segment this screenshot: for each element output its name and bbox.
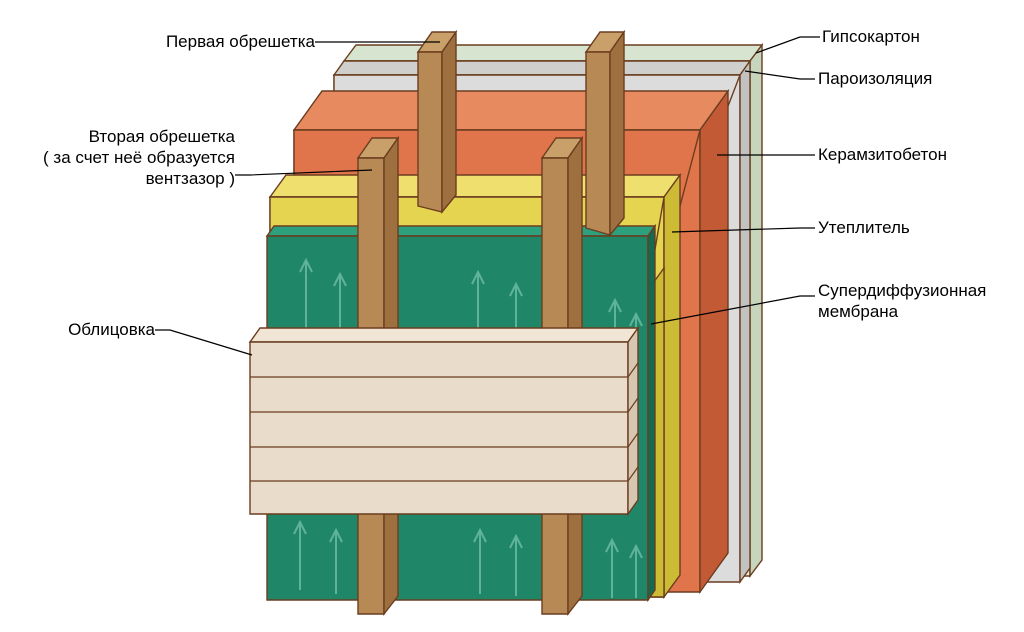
insul-side (664, 175, 680, 597)
cladding-side (628, 328, 638, 514)
layer-cladding (250, 328, 638, 514)
concrete-top (294, 91, 728, 130)
label-membrane-1: Супердиффузионная (818, 281, 986, 300)
cladding-top (250, 328, 638, 342)
label-second-batten-3: вентзазор ) (146, 169, 235, 188)
label-membrane-2: мембрана (818, 302, 899, 321)
label-first-batten: Первая обрешетка (166, 32, 316, 51)
label-vapor: Пароизоляция (818, 69, 932, 88)
drywall-side (750, 45, 762, 576)
label-second-batten-1: Вторая обрешетка (89, 127, 236, 146)
label-drywall: Гипсокартон (822, 27, 920, 46)
vapor-side (740, 61, 750, 582)
memb-side (648, 226, 655, 600)
vapor-top (334, 61, 750, 75)
concrete-side (700, 91, 728, 592)
wall-layers-diagram: Первая обрешетка Вторая обрешетка ( за с… (0, 0, 1024, 632)
label-insulation: Утеплитель (818, 218, 910, 237)
label-concrete: Керамзитобетон (818, 145, 947, 164)
cladding-face (250, 342, 628, 514)
drywall-top (344, 45, 762, 61)
label-cladding: Облицовка (68, 320, 155, 339)
label-second-batten-2: ( за счет неё образуется (43, 148, 235, 167)
